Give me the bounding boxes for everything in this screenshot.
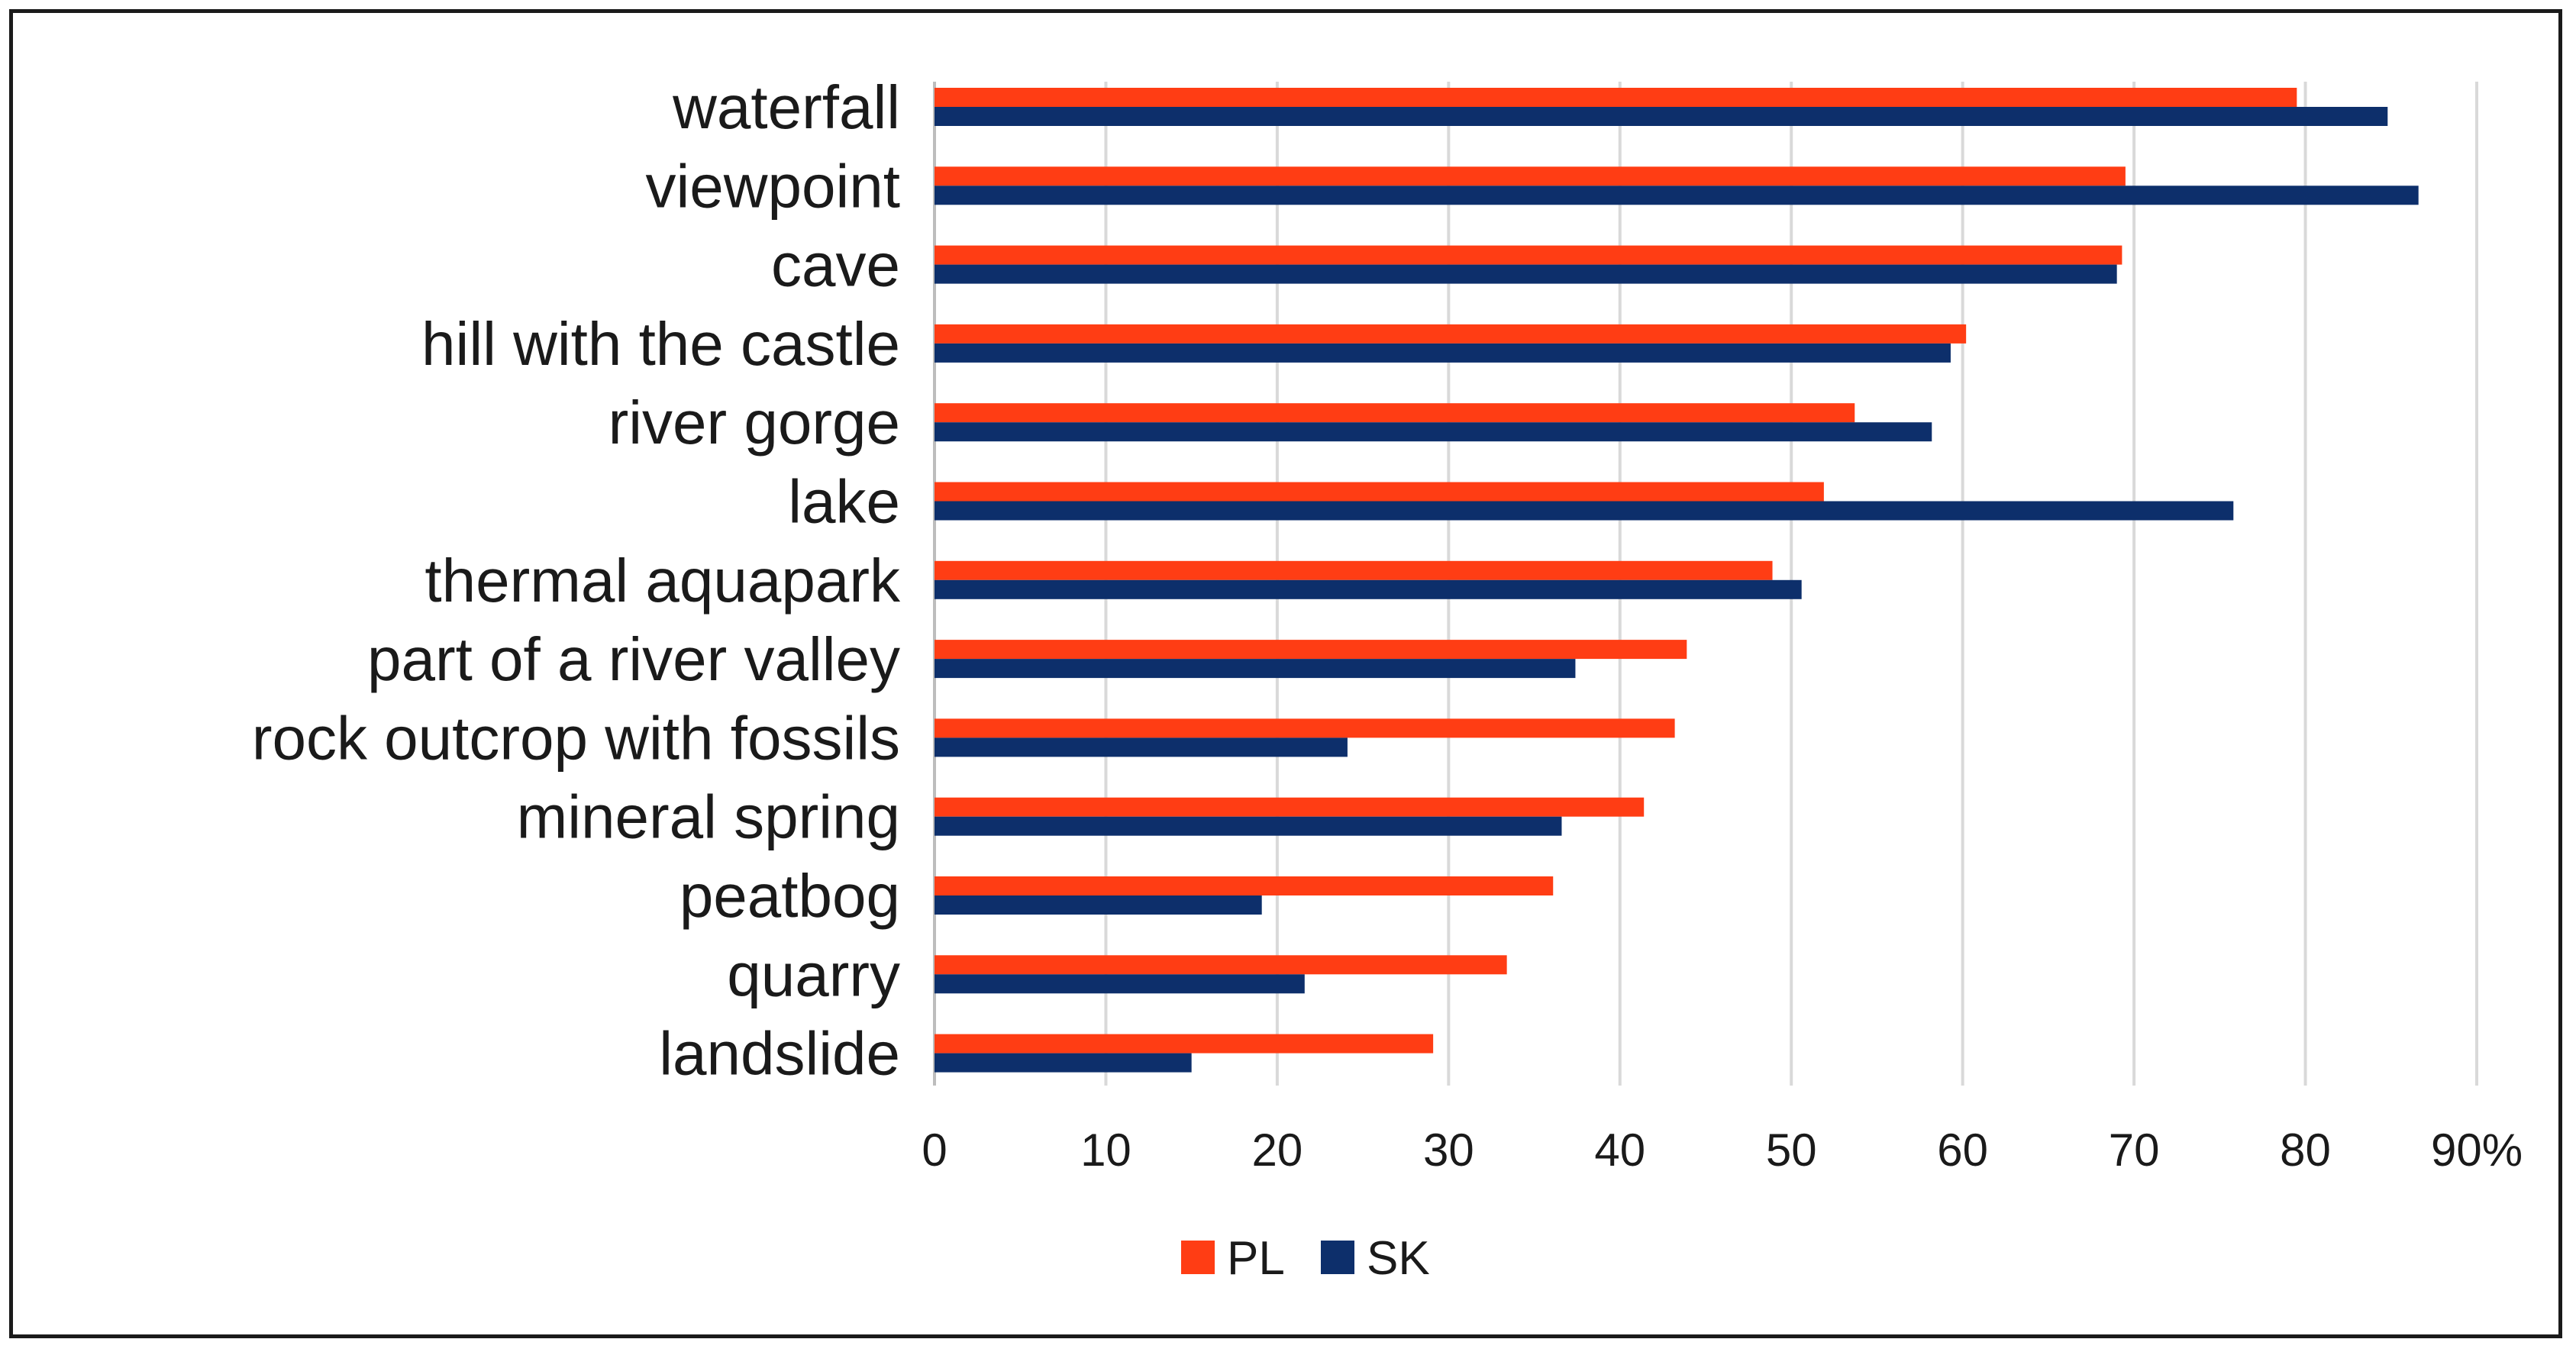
category-label: lake xyxy=(788,468,900,536)
bar-pl xyxy=(935,88,2297,107)
bar-chart: waterfall viewpoint cave hill with the cast… xyxy=(252,73,2523,1285)
category-label: rock outcrop with fossils xyxy=(252,704,900,772)
bar-pl xyxy=(935,166,2126,186)
category-label: peatbog xyxy=(680,862,900,930)
x-tick-label: 80 xyxy=(2280,1125,2331,1176)
x-tick-label: 50 xyxy=(1766,1125,1817,1176)
bar-sk xyxy=(935,501,2234,521)
category-label: quarry xyxy=(727,941,900,1008)
bar-sk xyxy=(935,737,1348,757)
bar-pl xyxy=(935,482,1824,502)
bar-sk xyxy=(935,264,2117,284)
legend-swatch-sk xyxy=(1321,1241,1354,1274)
bar-sk xyxy=(935,186,2419,205)
x-axis-ticks: 0 10 20 30 40 50 60 70 80 90% xyxy=(922,1125,2523,1176)
category-labels: waterfall viewpoint cave hill with the cast… xyxy=(252,73,901,1088)
bar-sk xyxy=(935,895,1262,915)
x-tick-label: 60 xyxy=(1937,1125,1988,1176)
x-tick-label: 30 xyxy=(1423,1125,1474,1176)
x-tick-label: 0 xyxy=(922,1125,947,1176)
bar-sk xyxy=(935,1053,1192,1073)
category-label: landslide xyxy=(659,1020,900,1088)
bar-sk xyxy=(935,974,1305,994)
bar-pl xyxy=(935,718,1675,738)
category-label: mineral spring xyxy=(517,783,900,851)
x-tick-label: 10 xyxy=(1080,1125,1131,1176)
bars xyxy=(935,88,2419,1073)
bar-pl xyxy=(935,797,1645,817)
bar-pl xyxy=(935,1034,1434,1054)
bar-sk xyxy=(935,422,1932,442)
category-label: river gorge xyxy=(608,389,900,457)
legend: PL SK xyxy=(1181,1232,1430,1285)
chart-frame: waterfall viewpoint cave hill with the cast… xyxy=(9,9,2562,1338)
category-label: viewpoint xyxy=(645,152,900,220)
bar-sk xyxy=(935,659,1576,679)
bar-pl xyxy=(935,560,1773,580)
bar-pl xyxy=(935,955,1507,975)
category-label: thermal aquapark xyxy=(424,547,901,615)
bar-sk xyxy=(935,107,2388,126)
x-tick-label: 20 xyxy=(1252,1125,1303,1176)
bar-sk xyxy=(935,343,1951,363)
category-label: hill with the castle xyxy=(421,310,900,378)
x-tick-label: 70 xyxy=(2109,1125,2160,1176)
bar-pl xyxy=(935,324,1967,344)
bar-pl xyxy=(935,640,1687,660)
bar-sk xyxy=(935,579,1802,599)
category-label: cave xyxy=(771,231,900,299)
bar-pl xyxy=(935,876,1554,895)
legend-label-pl: PL xyxy=(1227,1232,1285,1285)
category-label: waterfall xyxy=(672,73,900,141)
bar-sk xyxy=(935,816,1562,836)
category-label: part of a river valley xyxy=(367,625,900,693)
x-tick-label: 90% xyxy=(2431,1125,2523,1176)
legend-label-sk: SK xyxy=(1367,1232,1430,1285)
x-tick-label: 40 xyxy=(1594,1125,1645,1176)
legend-swatch-pl xyxy=(1181,1241,1215,1274)
bar-pl xyxy=(935,245,2122,265)
bar-pl xyxy=(935,403,1855,423)
